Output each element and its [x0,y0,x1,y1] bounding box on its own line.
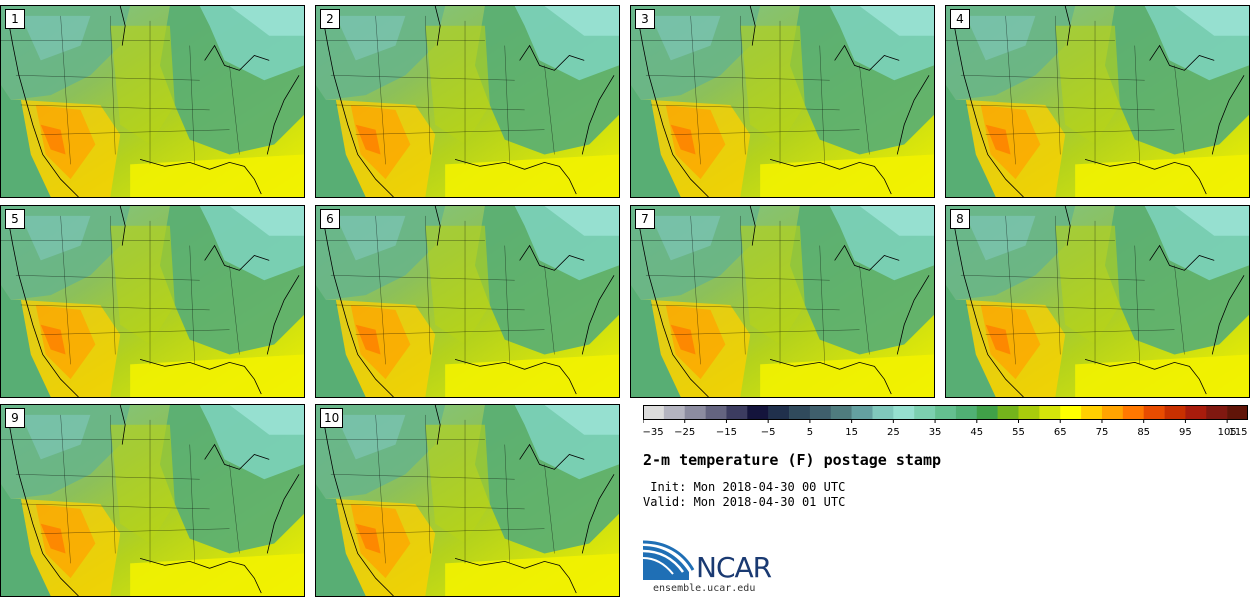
colorbar-cell [1081,406,1103,419]
colorbar-cell [1227,406,1248,419]
ncar-logo-text: NCAR [696,551,772,584]
ncar-logo-icon [643,540,695,580]
colorbar-tick-label: 105 [1218,427,1237,438]
panel-number: 3 [635,9,655,29]
colorbar-tick-label: 55 [1012,427,1025,438]
forecast-panel-9: 9 [0,404,305,597]
colorbar-tick-label: 75 [1096,427,1109,438]
colorbar-cell [809,406,832,419]
colorbar-cell [851,406,873,419]
colorbar-cell [747,406,769,419]
temperature-map [946,6,1249,197]
colorbar-cell [1039,406,1061,419]
forecast-panel-1: 1 [0,5,305,198]
chart-title: 2-m temperature (F) postage stamp [643,451,942,469]
temperature-map [316,6,619,197]
colorbar-tick-label: 115 [1228,427,1247,438]
panel-number: 7 [635,209,655,229]
temperature-map [946,206,1249,397]
colorbar-tick-label: −5 [761,427,776,438]
colorbar-cell [726,406,748,419]
colorbar-cell [914,406,936,419]
colorbar-cell [872,406,894,419]
colorbar-cell [768,406,790,419]
panel-number: 2 [320,9,340,29]
colorbar-cell [1185,406,1207,419]
valid-time: Valid: Mon 2018-04-30 01 UTC [643,495,846,509]
colorbar-cell [1122,406,1144,419]
colorbar-cell [1060,406,1082,419]
colorbar-tick-label: 25 [887,427,900,438]
colorbar-tick-label: −25 [674,427,695,438]
init-time: Init: Mon 2018-04-30 00 UTC [643,480,846,494]
colorbar-tick-label: 85 [1137,427,1150,438]
forecast-panel-5: 5 [0,205,305,398]
forecast-panel-2: 2 [315,5,620,198]
colorbar-tick-label: −35 [643,427,664,438]
site-url: ensemble.ucar.edu [653,583,756,594]
colorbar-cell [1018,406,1040,419]
temperature-map [1,206,304,397]
colorbar-cell [976,406,998,419]
colorbar-cell [1101,406,1124,419]
colorbar-tick-label: 15 [845,427,858,438]
panel-number: 10 [320,408,344,428]
colorbar-tick-label: 45 [970,427,983,438]
colorbar-cell [955,406,978,419]
colorbar-cell [663,406,686,419]
colorbar-tick-label: −15 [716,427,737,438]
colorbar-cell [789,406,811,419]
panel-number: 9 [5,408,25,428]
colorbar-cell [997,406,1019,419]
colorbar-cell [893,406,915,419]
colorbar-cell [830,406,852,419]
colorbar-cell [1164,406,1186,419]
colorbar-cell [1206,406,1228,419]
colorbar-tick-label: 35 [929,427,942,438]
colorbar-cell [1143,406,1165,419]
panel-number: 4 [950,9,970,29]
temperature-map [316,206,619,397]
panel-number: 1 [5,9,25,29]
forecast-panel-4: 4 [945,5,1250,198]
panel-number: 6 [320,209,340,229]
temperature-map [631,6,934,197]
colorbar-tick-label: 95 [1179,427,1192,438]
colorbar-frame [643,405,1248,420]
colorbar-cell [643,406,665,419]
forecast-panel-7: 7 [630,205,935,398]
colorbar-tick-label: 65 [1054,427,1067,438]
temperature-map [631,206,934,397]
colorbar-cell [935,406,957,419]
temperature-map [1,6,304,197]
colorbar-cell [684,406,706,419]
temperature-map [316,405,619,596]
forecast-panel-3: 3 [630,5,935,198]
panel-number: 8 [950,209,970,229]
colorbar-tick-label: 5 [807,427,813,438]
forecast-panel-8: 8 [945,205,1250,398]
colorbar-cell [705,406,727,419]
forecast-panel-10: 10 [315,404,620,597]
panel-number: 5 [5,209,25,229]
temperature-map [1,405,304,596]
forecast-panel-6: 6 [315,205,620,398]
